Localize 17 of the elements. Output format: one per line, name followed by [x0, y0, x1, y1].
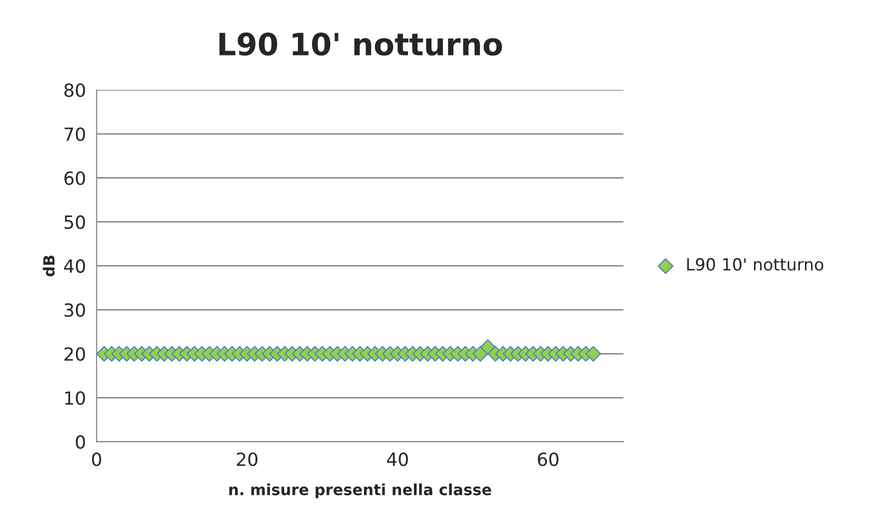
x-tick-label: 20	[236, 452, 258, 466]
x-tick-label: 0	[92, 452, 102, 466]
y-tick-label: 80	[64, 83, 85, 98]
x-axis-title: n. misure presenti nella classe	[229, 483, 492, 498]
x-tick-label: 60	[538, 452, 558, 466]
y-axis-title: dB	[42, 256, 55, 276]
legend-label: L90 10' notturno	[687, 258, 824, 271]
y-tick-label: 30	[64, 303, 85, 317]
y-tick-label: 20	[64, 347, 85, 361]
y-tick-label: 10	[65, 391, 85, 405]
y-tick-label: 50	[64, 215, 85, 229]
y-tick-label: 70	[64, 127, 85, 142]
y-tick-label: 60	[64, 171, 85, 185]
chart-title: L90 10' notturno	[219, 32, 502, 56]
y-tick-label: 40	[64, 259, 85, 273]
x-tick-label: 40	[387, 452, 408, 466]
y-tick-label: 0	[76, 435, 85, 449]
